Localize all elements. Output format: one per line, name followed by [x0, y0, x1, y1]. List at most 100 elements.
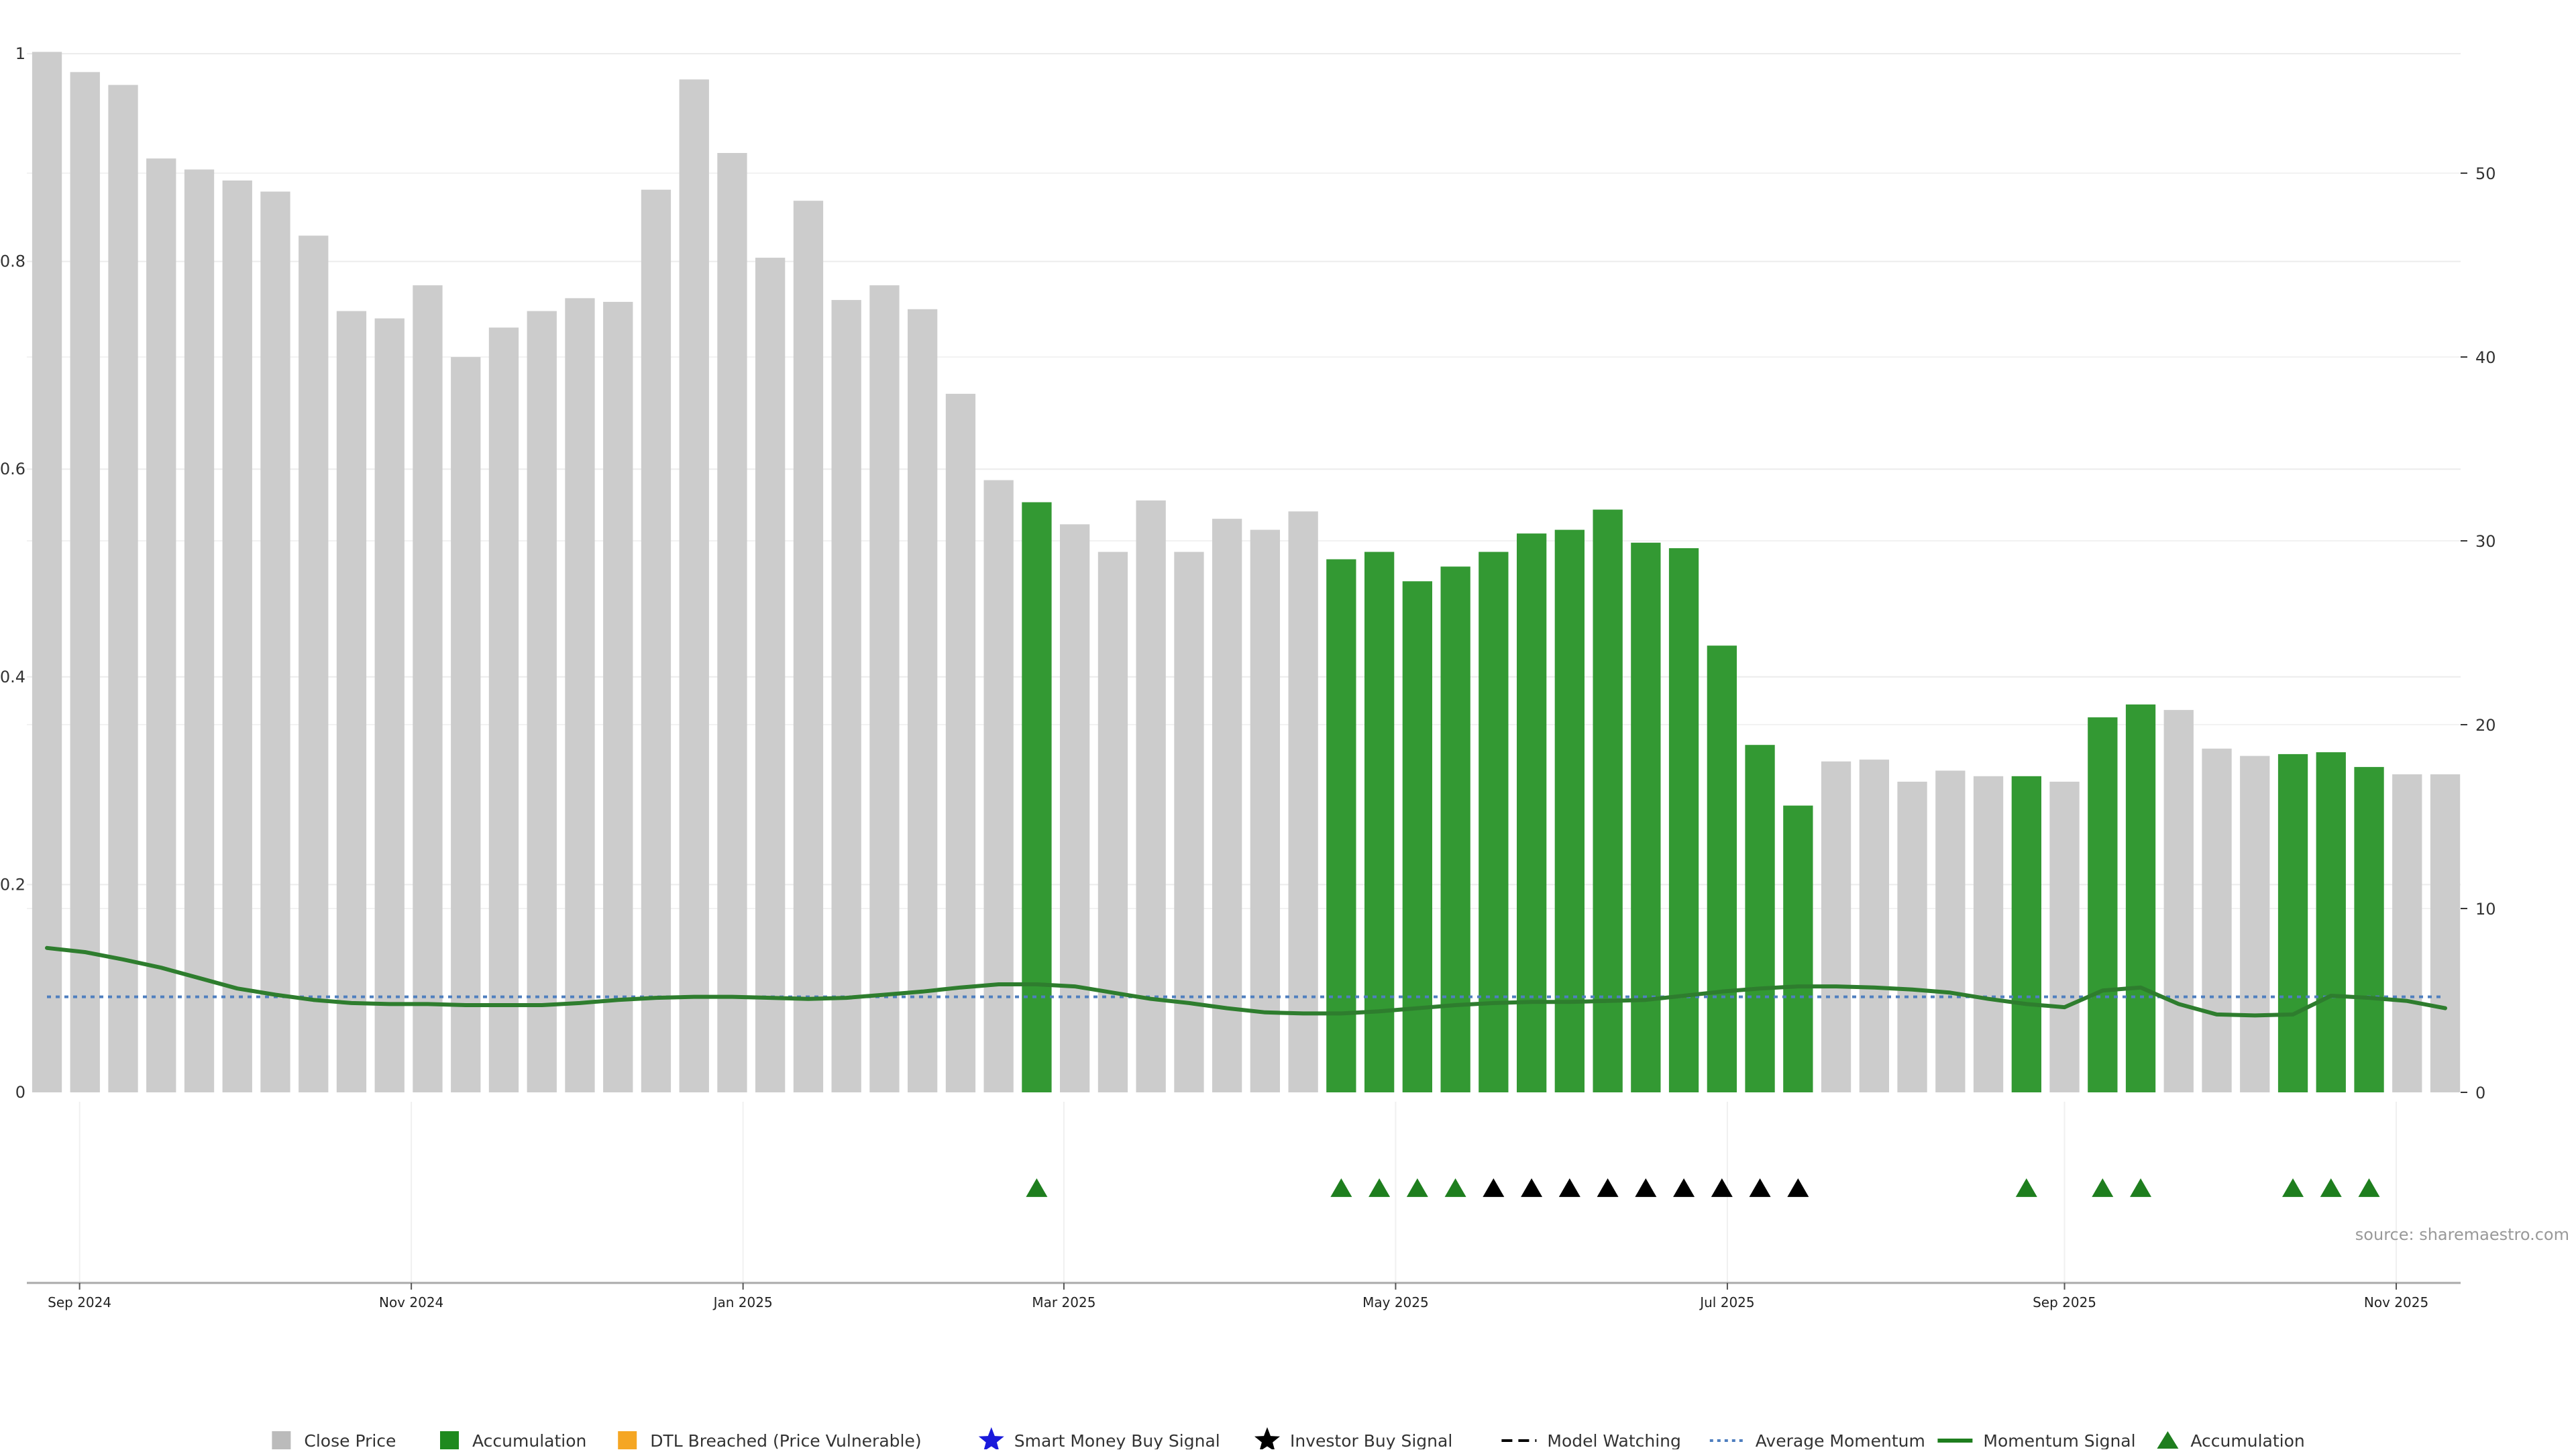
- investor-buy-marker: [1673, 1178, 1695, 1197]
- accumulation-bar: [2088, 717, 2118, 1092]
- accumulation-marker: [2130, 1178, 2152, 1197]
- accumulation-bar: [1668, 548, 1699, 1092]
- close-price-bar: [755, 258, 786, 1093]
- left-axis-tick-label: 0.4: [0, 668, 25, 686]
- accumulation-bar: [2354, 767, 2384, 1092]
- accumulation-bar: [1440, 566, 1470, 1092]
- legend-symbol-star: [1254, 1427, 1280, 1452]
- close-price-bar: [679, 79, 709, 1092]
- legend-label: DTL Breached (Price Vulnerable): [650, 1431, 921, 1449]
- close-price-bar: [32, 52, 62, 1092]
- close-price-bar: [831, 300, 861, 1093]
- legend-symbol-square: [618, 1431, 637, 1450]
- close-price-bar: [413, 285, 443, 1093]
- close-price-bar: [793, 201, 824, 1093]
- close-price-bar: [2240, 756, 2270, 1092]
- accumulation-marker: [2320, 1178, 2342, 1197]
- legend-label: Momentum Signal: [1983, 1431, 2135, 1449]
- markers-layer: [1026, 1178, 2380, 1197]
- legend-symbol-square: [272, 1431, 291, 1450]
- accumulation-bar: [2277, 754, 2308, 1092]
- legend-symbol-star: [978, 1427, 1004, 1452]
- close-price-bar: [299, 236, 329, 1093]
- x-axis-tick-label: Sep 2025: [2033, 1294, 2096, 1310]
- accumulation-bar: [1022, 502, 1052, 1092]
- bars-layer: [32, 52, 2461, 1093]
- close-price-bar: [1897, 782, 1927, 1092]
- legend-label: Investor Buy Signal: [1290, 1431, 1452, 1449]
- close-price-bar: [1136, 500, 1166, 1092]
- legend-label: Model Watching: [1547, 1431, 1681, 1449]
- legend-symbol-square: [440, 1431, 459, 1450]
- close-price-bar: [983, 480, 1014, 1092]
- investor-buy-marker: [1597, 1178, 1619, 1197]
- legend-symbol-triangle: [2157, 1431, 2179, 1449]
- accumulation-marker: [2015, 1178, 2037, 1197]
- accumulation-bar: [1364, 552, 1395, 1092]
- accumulation-bar: [1783, 805, 1813, 1092]
- investor-buy-marker: [1635, 1178, 1657, 1197]
- x-axis-tick-label: Nov 2025: [2364, 1294, 2428, 1310]
- accumulation-bar: [1517, 533, 1547, 1092]
- x-axis-tick-label: Jul 2025: [1699, 1294, 1754, 1310]
- right-axis-tick-label: 10: [2475, 900, 2496, 919]
- accumulation-bar: [1745, 745, 1775, 1092]
- investor-buy-marker: [1483, 1178, 1505, 1197]
- x-axis-tick-label: Sep 2024: [48, 1294, 111, 1310]
- accumulation-bar: [2011, 776, 2041, 1092]
- close-price-bar: [2163, 710, 2194, 1092]
- accumulation-bar: [1593, 509, 1623, 1092]
- investor-buy-marker: [1787, 1178, 1809, 1197]
- investor-buy-marker: [1558, 1178, 1580, 1197]
- legend-label: Accumulation: [472, 1431, 586, 1449]
- close-price-bar: [527, 311, 557, 1093]
- accumulation-bar: [1326, 559, 1356, 1092]
- accumulation-bar: [1479, 552, 1509, 1092]
- right-axis-tick-label: 40: [2475, 348, 2496, 367]
- legend: Close Price Accumulation DTL Breached (Pri…: [272, 1427, 2305, 1452]
- close-price-bar: [1250, 529, 1280, 1092]
- accumulation-marker: [1330, 1178, 1352, 1197]
- close-price-bar: [1174, 552, 1204, 1092]
- close-price-bar: [2202, 748, 2232, 1092]
- x-axis-tick-label: Nov 2024: [379, 1294, 443, 1310]
- close-price-bar: [260, 191, 290, 1092]
- x-axis-tick-label: Jan 2025: [712, 1294, 773, 1310]
- close-price-bar: [1288, 511, 1318, 1092]
- legend-label: Average Momentum: [1756, 1431, 1925, 1449]
- close-price-bar: [488, 327, 519, 1093]
- close-price-bar: [70, 72, 100, 1092]
- accumulation-marker: [1444, 1178, 1466, 1197]
- left-axis-tick-label: 0.8: [0, 252, 25, 271]
- accumulation-bar: [2316, 752, 2346, 1092]
- investor-buy-marker: [1711, 1178, 1733, 1197]
- close-price-bar: [1859, 760, 1889, 1092]
- close-price-bar: [945, 393, 976, 1092]
- legend-label: Close Price: [304, 1431, 396, 1449]
- right-axis-tick-label: 30: [2475, 532, 2496, 551]
- close-price-bar: [1973, 776, 2004, 1092]
- accumulation-bar: [1631, 542, 1661, 1092]
- lines-layer: [45, 945, 2447, 1018]
- accumulation-bar: [1402, 581, 1432, 1092]
- close-price-bar: [641, 189, 672, 1093]
- accumulation-bar: [1554, 529, 1585, 1092]
- close-price-bar: [2049, 782, 2080, 1092]
- close-price-bar: [2392, 774, 2422, 1092]
- close-price-bar: [451, 357, 481, 1092]
- close-price-bar: [2430, 774, 2461, 1092]
- close-price-bar: [908, 309, 938, 1092]
- accumulation-bar: [2125, 704, 2156, 1092]
- close-price-bar: [717, 153, 747, 1092]
- right-axis-tick-label: 0: [2475, 1084, 2485, 1102]
- close-price-bar: [1821, 761, 1851, 1092]
- accumulation-marker: [1026, 1178, 1048, 1197]
- x-axis-tick-label: Mar 2025: [1032, 1294, 1095, 1310]
- momentum-signal-line: [45, 945, 2447, 1018]
- accumulation-marker: [1406, 1178, 1428, 1197]
- close-price-bar: [146, 158, 176, 1093]
- close-price-bar: [1060, 524, 1090, 1092]
- close-price-bar: [869, 285, 900, 1093]
